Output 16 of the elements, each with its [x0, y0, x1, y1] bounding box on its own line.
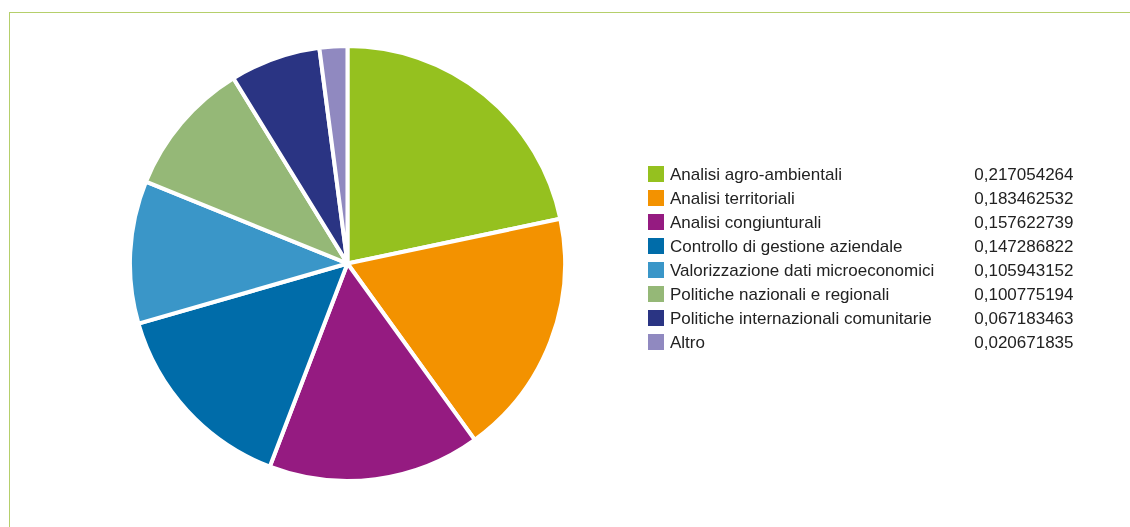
data-label: 0,147286822: [973, 236, 1074, 258]
data-label: 0,020671835: [973, 332, 1074, 354]
legend-label: Politiche nazionali e regionali: [670, 285, 890, 304]
data-label: 0,157622739: [973, 212, 1074, 234]
data-label: 0,067183463: [973, 308, 1074, 330]
legend-label: Analisi agro-ambientali: [670, 165, 842, 184]
data-label: 0,183462532: [973, 188, 1074, 210]
legend-label: Valorizzazione dati microeconomici: [670, 261, 935, 280]
legend-label: Altro: [670, 333, 705, 352]
data-label: 0,105943152: [973, 260, 1074, 282]
legend-label: Analisi congiunturali: [670, 213, 822, 232]
data-label: 0,217054264: [973, 164, 1074, 186]
data-label: 0,100775194: [973, 284, 1074, 306]
legend-label: Politiche internazionali comunitarie: [670, 309, 932, 328]
legend-label: Analisi territoriali: [670, 189, 795, 208]
legend-label: Controllo di gestione aziendale: [670, 237, 903, 256]
